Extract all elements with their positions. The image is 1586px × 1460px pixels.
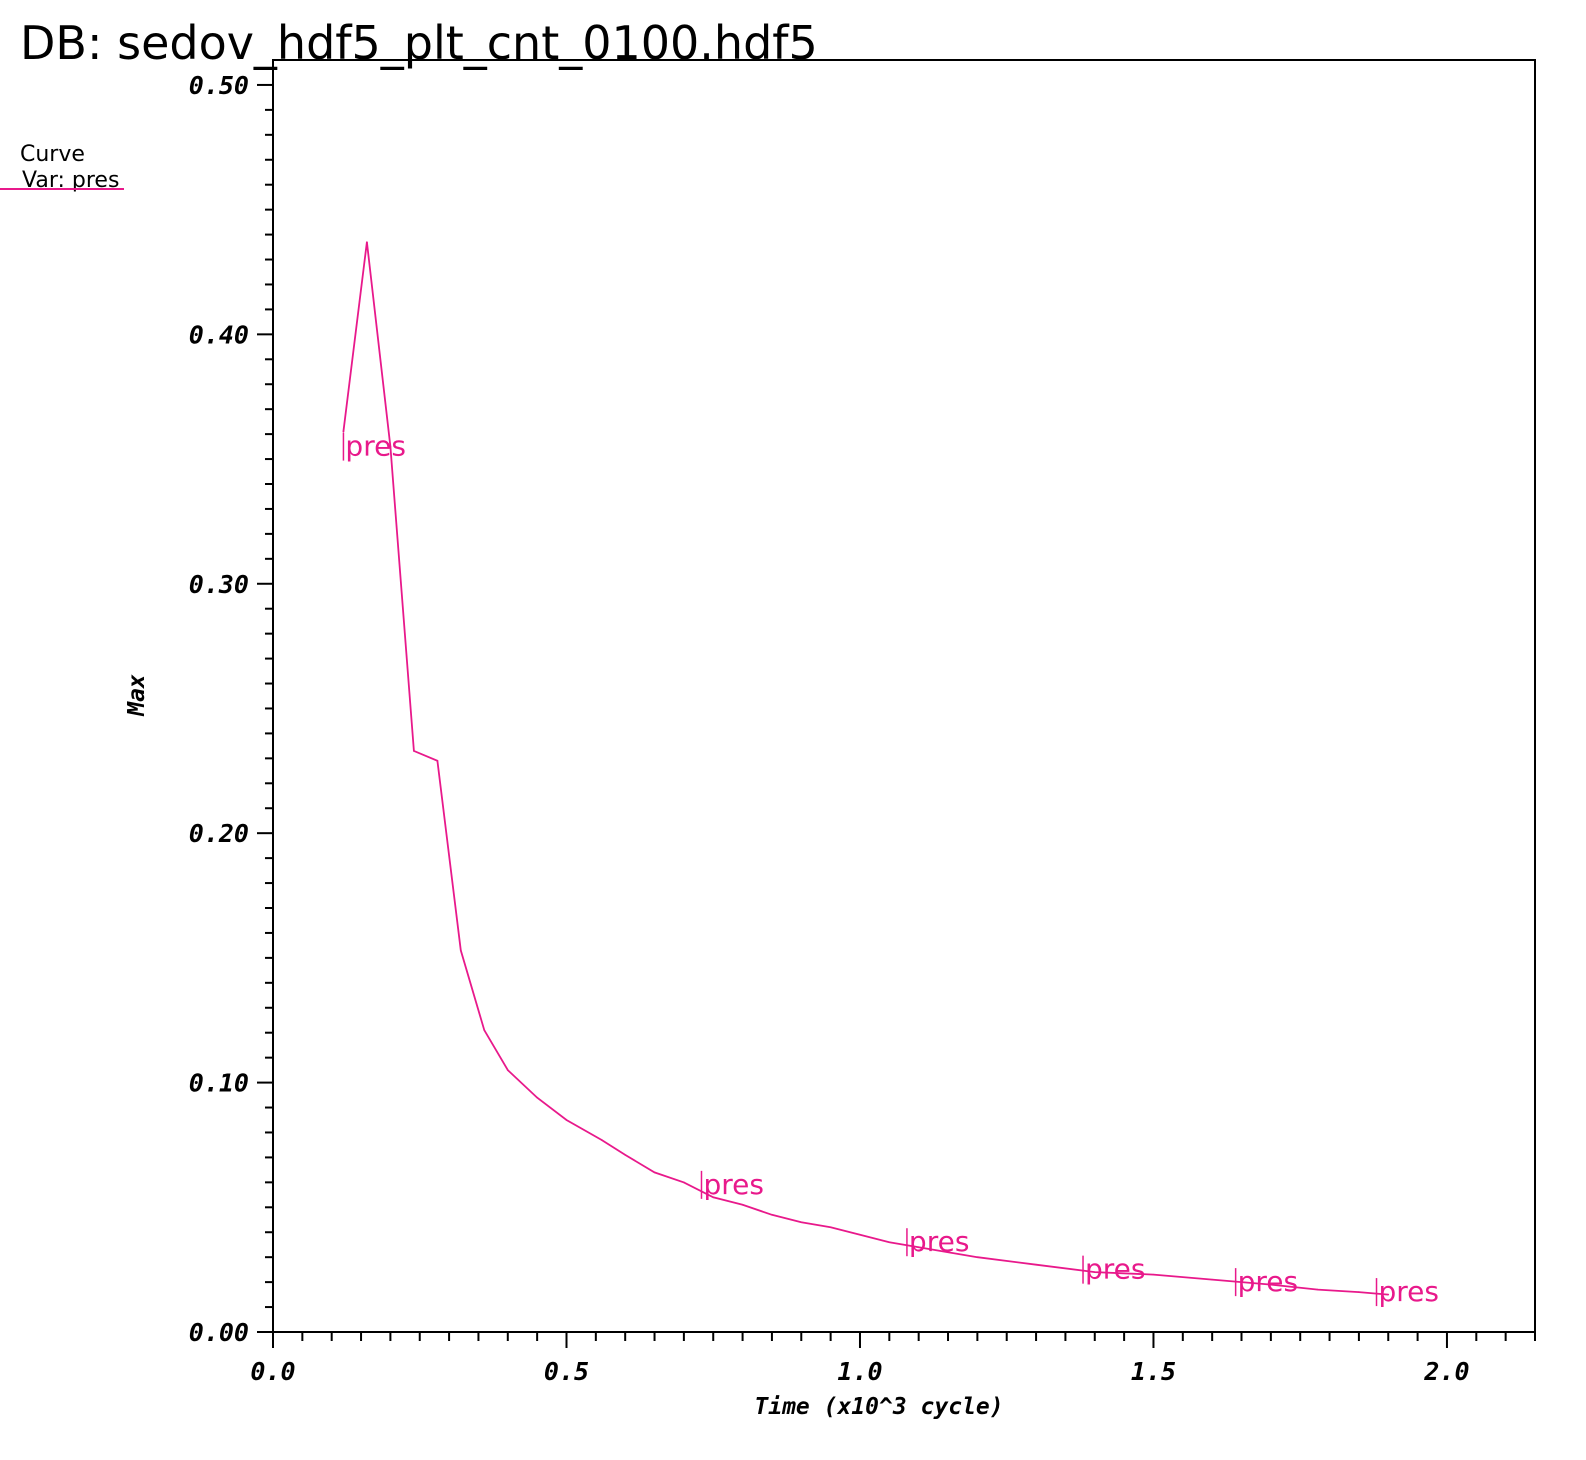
curve-label: pres — [1238, 1265, 1298, 1298]
data-point — [565, 1119, 568, 1121]
data-point — [1358, 1291, 1360, 1293]
data-point — [342, 430, 345, 433]
data-point — [683, 1181, 685, 1184]
x-tick-label: 0.5 — [544, 1357, 589, 1386]
curve-label: pres — [909, 1225, 969, 1258]
curve-label: pres — [1379, 1275, 1439, 1308]
data-point — [712, 1196, 715, 1199]
database-title: DB: sedov_hdf5_plt_cnt_0100.hdf5 — [20, 16, 818, 70]
legend-curve-label: Curve — [20, 142, 85, 167]
data-point — [653, 1171, 656, 1174]
y-tick-label: 0.10 — [189, 1069, 249, 1098]
data-point — [1152, 1273, 1155, 1276]
data-point — [1270, 1283, 1272, 1286]
x-tick-label: 0.0 — [250, 1357, 295, 1386]
data-point — [460, 949, 462, 952]
plot-frame — [272, 59, 1536, 1333]
data-point — [483, 1029, 486, 1032]
data-point — [829, 1226, 832, 1229]
x-axis-title: Time (x10^3 cycle) — [754, 1394, 1003, 1420]
y-tick-label: 0.20 — [189, 819, 249, 848]
curve-label: pres — [345, 430, 405, 463]
data-point — [600, 1139, 603, 1141]
data-point — [366, 241, 368, 243]
data-point — [976, 1256, 979, 1258]
data-point — [771, 1213, 773, 1216]
curve-label: pres — [1085, 1253, 1145, 1286]
data-point — [389, 445, 392, 448]
data-point — [536, 1096, 538, 1099]
data-point — [413, 750, 415, 752]
data-point — [1317, 1288, 1319, 1291]
y-tick-label: 0.50 — [189, 71, 249, 100]
y-axis-title: Max — [124, 674, 150, 717]
series-line-pres — [342, 241, 1389, 1296]
legend-line-swatch — [0, 188, 124, 190]
data-point — [1211, 1278, 1213, 1281]
x-tick-label: 2.0 — [1423, 1357, 1469, 1386]
data-point — [1035, 1263, 1037, 1266]
data-point — [800, 1221, 803, 1224]
data-point — [741, 1204, 744, 1206]
y-tick-label: 0.30 — [189, 570, 249, 599]
x-tick-label: 1.0 — [837, 1357, 882, 1386]
data-point — [1387, 1293, 1390, 1296]
y-tick-label: 0.00 — [189, 1318, 249, 1347]
curve-label: pres — [703, 1168, 763, 1201]
data-point — [1093, 1271, 1096, 1273]
data-point — [506, 1069, 509, 1071]
data-point — [917, 1246, 920, 1248]
y-tick-label: 0.40 — [189, 320, 249, 349]
data-point — [888, 1241, 891, 1244]
data-point — [436, 760, 439, 762]
data-point — [624, 1154, 626, 1156]
data-point — [859, 1233, 861, 1236]
x-tick-label: 1.5 — [1131, 1357, 1176, 1386]
